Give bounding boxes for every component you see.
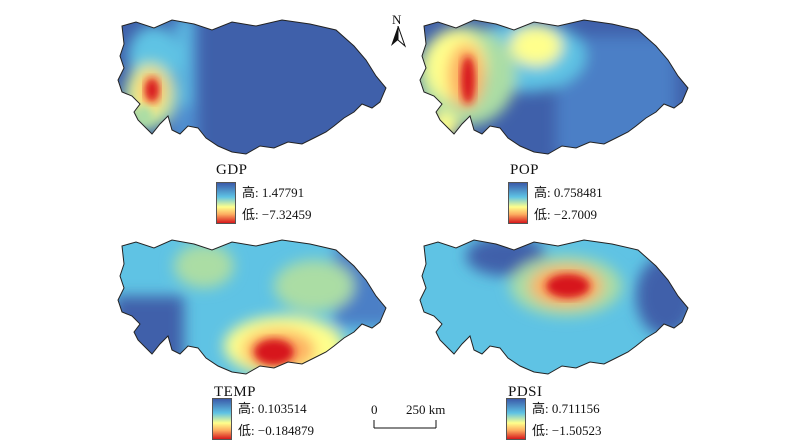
legend-gdp: 高: 1.47791 低: −7.32459 [216, 182, 356, 226]
legend-pop: 高: 0.758481 低: −2.7009 [508, 182, 648, 226]
north-arrow-letter: N [392, 12, 402, 27]
legend-high-value: 高: 1.47791 [242, 185, 305, 200]
scale-bar-end: 250 km [406, 402, 446, 417]
legend-pdsi: 高: 0.711156 低: −1.50523 [506, 398, 646, 442]
panel-label-pop: POP [510, 162, 540, 178]
scale-bar: 0 250 km [360, 402, 470, 432]
panel-label-pdsi: PDSI [508, 384, 543, 400]
legend-high-value: 高: 0.103514 [238, 401, 307, 416]
legend-color-ramp [216, 182, 236, 224]
map-temp [117, 239, 387, 375]
legend-color-ramp [212, 398, 232, 440]
legend-high-value: 高: 0.758481 [534, 185, 603, 200]
scale-bar-line [373, 420, 437, 429]
legend-high-value: 高: 0.711156 [532, 401, 600, 416]
legend-low-value: 低: −1.50523 [532, 423, 602, 438]
legend-low-value: 低: −0.184879 [238, 423, 314, 438]
legend-temp: 高: 0.103514 低: −0.184879 [212, 398, 352, 442]
legend-color-ramp [506, 398, 526, 440]
map-gdp [117, 19, 387, 155]
panel-gdp [112, 12, 392, 162]
north-arrow: N [388, 12, 408, 48]
panel-label-gdp: GDP [216, 162, 248, 178]
legend-color-ramp [508, 182, 528, 224]
panel-temp [112, 232, 392, 382]
scale-bar-start: 0 [371, 402, 378, 417]
panel-pop [414, 12, 694, 162]
panel-label-temp: TEMP [214, 384, 257, 400]
legend-low-value: 低: −2.7009 [534, 207, 597, 222]
panel-pdsi [414, 232, 694, 382]
map-pop [419, 19, 689, 155]
north-arrow-icon [391, 26, 407, 48]
map-pdsi [419, 239, 689, 375]
legend-low-value: 低: −7.32459 [242, 207, 312, 222]
